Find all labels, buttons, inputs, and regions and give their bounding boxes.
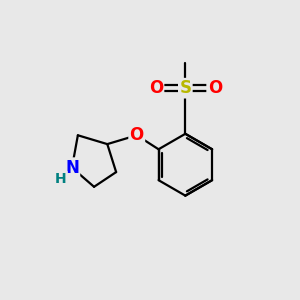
Text: O: O xyxy=(149,79,163,97)
Text: S: S xyxy=(179,79,191,97)
Text: O: O xyxy=(130,126,144,144)
Text: H: H xyxy=(55,172,67,186)
Text: O: O xyxy=(208,79,222,97)
Text: N: N xyxy=(65,159,79,177)
